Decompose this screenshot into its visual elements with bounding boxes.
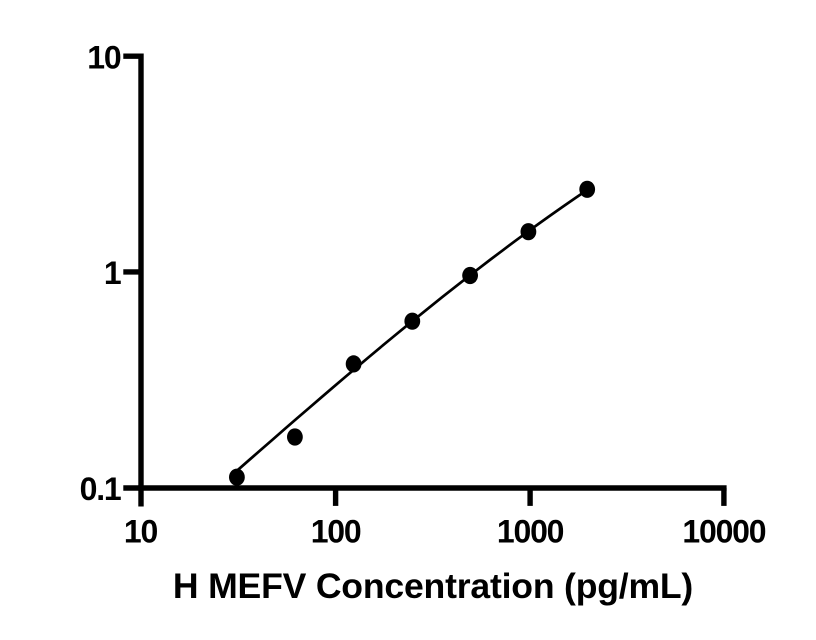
svg-text:1: 1 xyxy=(104,255,121,291)
svg-text:10: 10 xyxy=(124,514,158,550)
svg-text:10000: 10000 xyxy=(682,514,765,550)
svg-text:100: 100 xyxy=(311,514,361,550)
svg-text:H MEFV Concentration (pg/mL): H MEFV Concentration (pg/mL) xyxy=(173,566,693,606)
svg-text:0.1: 0.1 xyxy=(80,471,121,507)
svg-text:1000: 1000 xyxy=(497,514,564,550)
svg-text:10: 10 xyxy=(87,40,121,76)
